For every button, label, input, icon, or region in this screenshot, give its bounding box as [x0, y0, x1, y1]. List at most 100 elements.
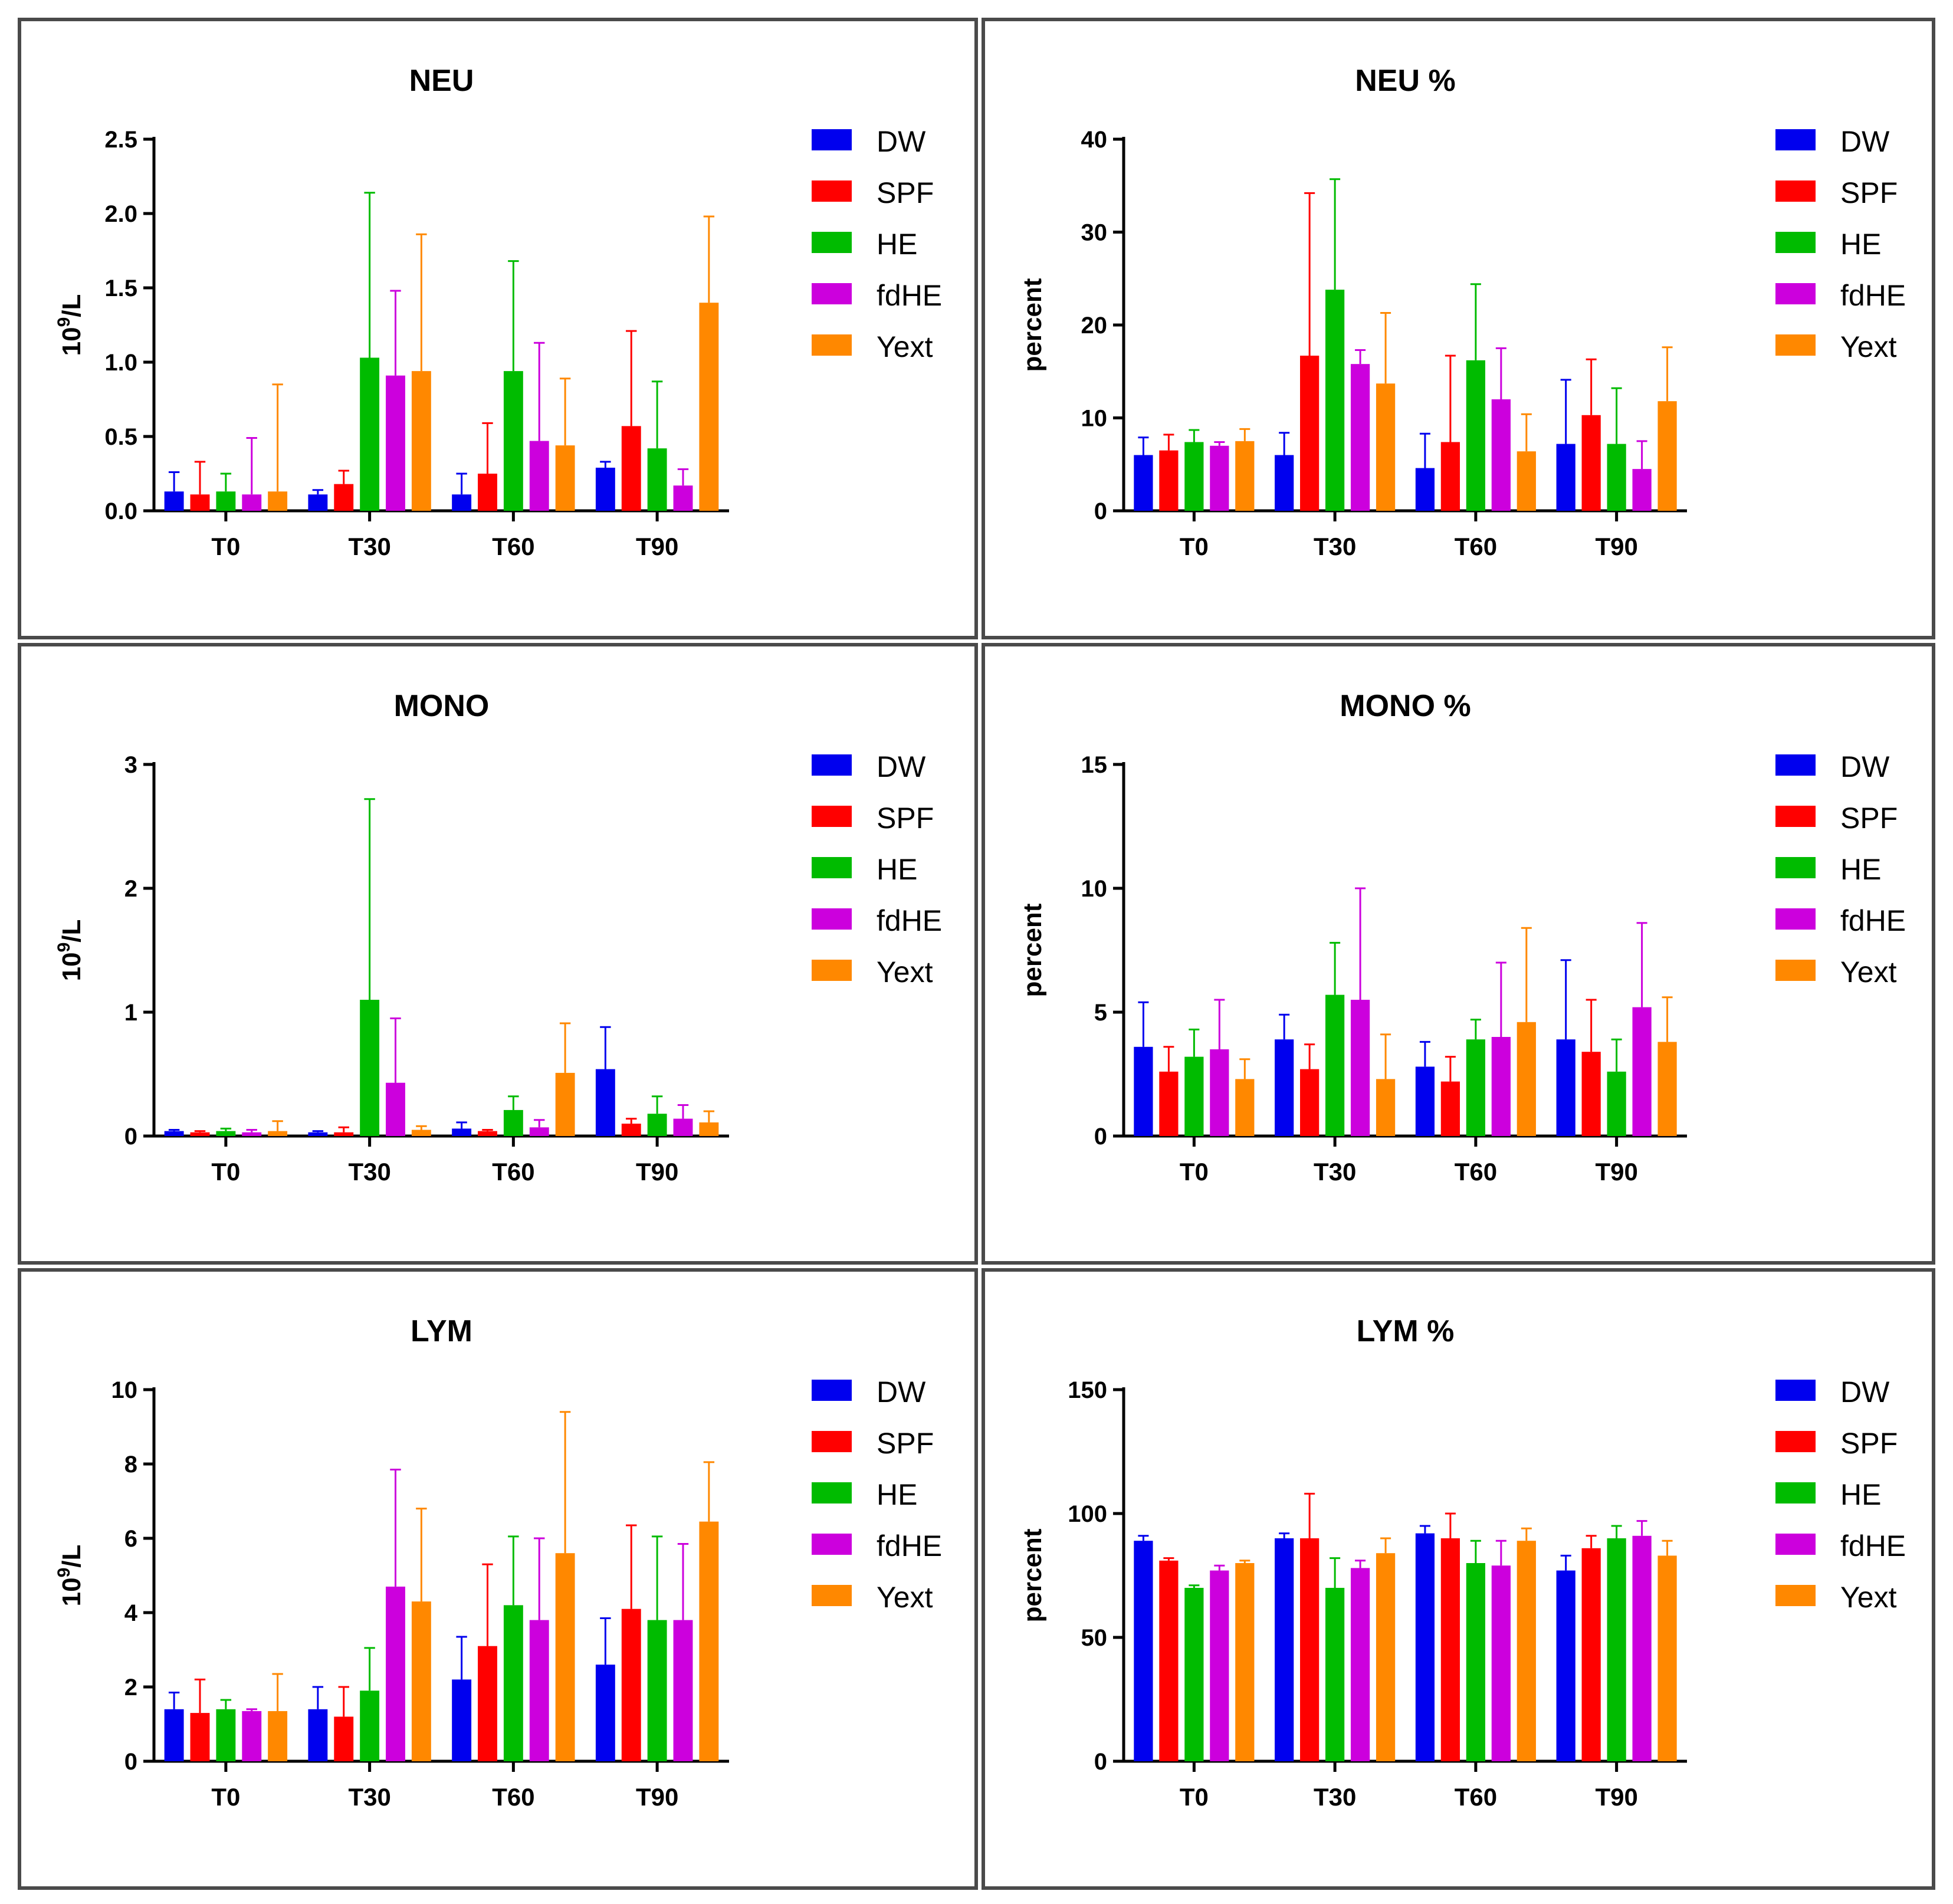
bar-dw-t90 — [595, 1665, 615, 1761]
bar-fdhe-t0 — [1210, 445, 1229, 511]
y-tick-label: 2 — [124, 876, 137, 902]
y-tick-label: 4 — [124, 1600, 138, 1626]
bar-he-t60 — [503, 1605, 523, 1761]
legend-label-spf: SPF — [1840, 176, 1898, 209]
legend-label-fdhe: fdHE — [877, 279, 942, 312]
bar-spf-t90 — [1581, 415, 1601, 511]
bar-fdhe-t60 — [1491, 1037, 1511, 1136]
bar-fdhe-t90 — [673, 1620, 693, 1761]
bar-he-t30 — [360, 357, 380, 511]
legend-label-he: HE — [877, 228, 917, 261]
chart-panel-neu: NEU 109/L 0.0 0.5 1.0 1.5 2.0 2.5 T0 T30 T60 T90 DW S… — [18, 18, 978, 639]
bar-he-t0 — [1184, 1056, 1204, 1136]
legend-swatch-he — [1775, 1482, 1816, 1503]
chart-svg: NEU 109/L 0.0 0.5 1.0 1.5 2.0 2.5 T0 T30 T60 T90 DW S… — [54, 64, 942, 560]
x-tick-label-t90: T90 — [636, 533, 678, 560]
bar-spf-t0 — [190, 1132, 210, 1136]
x-tick-label-t60: T60 — [1455, 1158, 1497, 1186]
chart-title: MONO % — [1340, 689, 1471, 723]
bar-yext-t0 — [1235, 1079, 1255, 1136]
chart-panel-mono: MONO 109/L 0 1 2 3 T0 T30 T60 T90 DW SPF HE fdHE Yext — [18, 643, 978, 1265]
legend-swatch-yext — [812, 960, 852, 981]
legend-label-fdhe: fdHE — [1840, 904, 1906, 937]
bar-yext-t60 — [555, 1072, 575, 1136]
bar-spf-t90 — [621, 1608, 641, 1761]
x-tick-label-t0: T0 — [211, 1158, 240, 1186]
legend-swatch-dw — [1775, 1380, 1816, 1401]
legend-label-yext: Yext — [1840, 956, 1897, 989]
bar-fdhe-t0 — [242, 1132, 262, 1136]
y-tick-label: 3 — [124, 752, 137, 778]
bar-spf-t30 — [334, 1716, 354, 1761]
y-axis-label: 109/L — [54, 1545, 86, 1607]
chart-panel-neu-percent: NEU % percent 0 10 20 30 40 T0 T30 T60 T90 DW SPF HE f… — [982, 18, 1935, 639]
x-tick-label-t90: T90 — [1595, 1158, 1637, 1186]
bar-yext-t0 — [1235, 441, 1255, 511]
bar-dw-t0 — [164, 1709, 184, 1761]
bar-dw-t0 — [164, 1131, 184, 1136]
bar-dw-t30 — [308, 494, 328, 511]
chart-svg: LYM % percent 0 50 100 150 T0 T30 T60 T90 DW SPF HE f… — [1018, 1314, 1906, 1811]
bar-fdhe-t30 — [1350, 1000, 1370, 1136]
bar-spf-t60 — [478, 1646, 497, 1761]
bar-yext-t30 — [411, 1130, 431, 1136]
bar-fdhe-t90 — [1632, 1535, 1652, 1761]
y-tick-label: 0.5 — [104, 424, 137, 450]
legend-swatch-yext — [1775, 1585, 1816, 1606]
y-axis-label: percent — [1018, 278, 1047, 372]
y-axis-label: 109/L — [54, 920, 86, 981]
bar-he-t90 — [647, 448, 667, 511]
y-axis-label-base: 10 — [57, 1577, 86, 1606]
bar-yext-t60 — [1517, 451, 1536, 511]
bar-dw-t90 — [595, 467, 615, 511]
legend-swatch-dw — [1775, 754, 1816, 776]
bar-he-t0 — [216, 1709, 236, 1761]
legend-label-yext: Yext — [1840, 330, 1897, 363]
bar-he-t0 — [216, 1131, 236, 1136]
bar-yext-t90 — [1657, 1042, 1677, 1136]
legend-swatch-he — [812, 232, 852, 253]
bar-spf-t0 — [190, 494, 210, 511]
x-tick-label-t60: T60 — [492, 533, 534, 560]
bar-yext-t90 — [699, 303, 719, 511]
bar-he-t30 — [360, 1690, 380, 1761]
bar-dw-t0 — [1134, 1046, 1153, 1136]
x-tick-label-t90: T90 — [636, 1783, 678, 1811]
y-axis-label-superscript: 9 — [54, 317, 74, 327]
bar-fdhe-t60 — [529, 1127, 549, 1136]
legend-swatch-spf — [812, 1431, 852, 1452]
chart-panel-lym: LYM 109/L 0 2 4 6 8 10 T0 T30 T60 T90 DW SPF HE fdHE Yex… — [18, 1268, 978, 1890]
bar-spf-t0 — [190, 1713, 210, 1761]
legend-label-fdhe: fdHE — [877, 1529, 942, 1562]
chart-svg: MONO 109/L 0 1 2 3 T0 T30 T60 T90 DW SPF HE fdHE Yext — [54, 689, 942, 1186]
bar-he-t30 — [1325, 994, 1345, 1136]
x-tick-label-t30: T30 — [1314, 533, 1356, 560]
x-tick-label-t60: T60 — [492, 1783, 534, 1811]
bar-spf-t60 — [478, 474, 497, 511]
legend-label-he: HE — [877, 1478, 917, 1511]
legend-label-dw: DW — [877, 1376, 926, 1409]
bar-spf-t60 — [1440, 1081, 1460, 1136]
bar-dw-t60 — [1415, 1066, 1435, 1136]
bar-fdhe-t0 — [1210, 1570, 1229, 1761]
y-axis-label: percent — [1018, 903, 1047, 997]
bar-dw-t60 — [452, 494, 472, 511]
legend-label-yext: Yext — [1840, 1581, 1897, 1614]
legend-swatch-fdhe — [1775, 283, 1816, 304]
bar-dw-t0 — [164, 491, 184, 511]
bar-spf-t60 — [478, 1131, 497, 1136]
legend-swatch-dw — [812, 129, 852, 150]
bar-he-t60 — [503, 1109, 523, 1136]
bar-fdhe-t90 — [1632, 469, 1652, 511]
legend-swatch-yext — [812, 334, 852, 356]
bar-yext-t60 — [1517, 1022, 1536, 1136]
chart-title: NEU % — [1355, 64, 1455, 98]
bar-yext-t30 — [1376, 1553, 1396, 1761]
y-tick-label: 0 — [124, 1749, 137, 1775]
bar-fdhe-t30 — [1350, 364, 1370, 511]
bar-he-t90 — [647, 1620, 667, 1761]
chart-title: LYM % — [1357, 1314, 1455, 1348]
legend-label-dw: DW — [1840, 1376, 1890, 1409]
bar-dw-t60 — [1415, 1533, 1435, 1761]
y-tick-label: 40 — [1081, 127, 1108, 153]
